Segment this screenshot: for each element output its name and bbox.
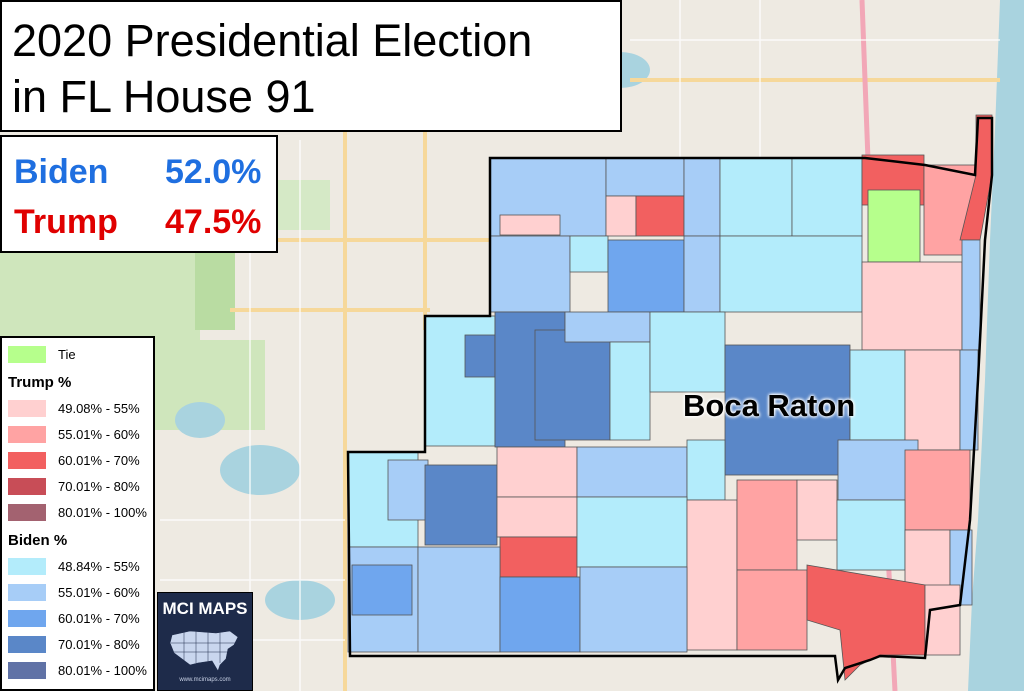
- precinct: [836, 499, 906, 571]
- legend-swatch: [8, 346, 46, 363]
- biden-pct: 52.0%: [165, 153, 262, 191]
- precinct: [683, 235, 721, 313]
- precinct: [724, 344, 851, 476]
- trump-name: Trump: [14, 203, 118, 241]
- title-box: 2020 Presidential Election in FL House 9…: [0, 0, 622, 132]
- legend-swatch: [8, 504, 46, 521]
- legend-label: 48.84% - 55%: [58, 559, 140, 574]
- precinct: [351, 564, 413, 616]
- precinct: [791, 157, 863, 237]
- park-area: [0, 250, 200, 340]
- legend-label: 60.01% - 70%: [58, 611, 140, 626]
- legend-swatch: [8, 610, 46, 627]
- precinct: [635, 195, 685, 237]
- precinct: [499, 536, 578, 578]
- logo-url: www.mcimaps.com: [179, 677, 231, 683]
- precinct: [464, 334, 496, 378]
- precinct: [579, 566, 688, 653]
- legend-label: 60.01% - 70%: [58, 453, 140, 468]
- precinct: [424, 464, 498, 546]
- precinct: [686, 499, 738, 651]
- legend-biden-header: Biden %: [8, 532, 68, 549]
- precinct: [576, 496, 688, 568]
- precinct-tie: [867, 189, 921, 263]
- legend-label: 70.01% - 80%: [58, 479, 140, 494]
- precinct: [489, 235, 571, 313]
- legend-swatch: [8, 636, 46, 653]
- us-map-icon: [169, 630, 239, 672]
- results-box: Biden 52.0% Trump 47.5%: [0, 135, 278, 253]
- precinct: [796, 479, 838, 541]
- legend-trump-header: Trump %: [8, 374, 72, 391]
- precinct: [924, 584, 961, 656]
- legend-label: Tie: [58, 347, 76, 362]
- precinct: [569, 235, 609, 273]
- precinct: [607, 239, 685, 313]
- map-subtitle: in FL House 91: [12, 71, 316, 122]
- precinct: [499, 214, 561, 236]
- park-area: [195, 250, 235, 330]
- map-title: 2020 Presidential Election: [12, 15, 533, 66]
- legend-swatch: [8, 558, 46, 575]
- precinct: [605, 157, 685, 197]
- mci-maps-logo: MCI MAPS www.mcimaps.com: [157, 592, 253, 691]
- legend-label: 55.01% - 60%: [58, 585, 140, 600]
- precinct: [649, 311, 726, 393]
- district-boundary: [346, 116, 994, 684]
- legend: Tie Trump % 49.08% - 55% 55.01% - 60% 60…: [0, 336, 155, 691]
- major-roads: [230, 78, 1000, 691]
- legend-swatch: [8, 452, 46, 469]
- precinct: [849, 349, 906, 441]
- trump-pct: 47.5%: [165, 203, 262, 241]
- precinct: [605, 195, 637, 237]
- precinct: [564, 311, 651, 343]
- precinct: [736, 569, 808, 651]
- precinct: [719, 235, 863, 313]
- legend-label: 55.01% - 60%: [58, 427, 140, 442]
- legend-label: 80.01% - 100%: [58, 663, 147, 678]
- precinct: [496, 496, 578, 538]
- precinct: [609, 341, 651, 441]
- precinct: [961, 239, 981, 351]
- legend-swatch: [8, 400, 46, 417]
- lake: [220, 445, 300, 495]
- legend-label: 80.01% - 100%: [58, 505, 147, 520]
- biden-name: Biden: [14, 153, 109, 191]
- precinct: [387, 459, 429, 521]
- precinct: [861, 261, 963, 351]
- legend-swatch: [8, 662, 46, 679]
- precinct: [683, 157, 721, 237]
- legend-label: 70.01% - 80%: [58, 637, 140, 652]
- precinct: [499, 576, 581, 653]
- precinct: [719, 157, 793, 237]
- legend-label: 49.08% - 55%: [58, 401, 140, 416]
- precincts: [347, 114, 993, 681]
- legend-swatch: [8, 478, 46, 495]
- legend-swatch: [8, 584, 46, 601]
- precinct: [904, 449, 971, 531]
- precinct: [686, 439, 726, 501]
- logo-text: MCI MAPS: [162, 599, 248, 618]
- precinct: [576, 446, 688, 498]
- precinct: [534, 329, 611, 441]
- precinct: [417, 546, 501, 653]
- lake: [175, 402, 225, 438]
- precinct: [496, 446, 578, 498]
- legend-swatch: [8, 426, 46, 443]
- precinct: [736, 479, 798, 571]
- city-label: Boca Raton: [683, 388, 856, 423]
- precinct: [904, 349, 961, 451]
- ocean: [968, 0, 1024, 691]
